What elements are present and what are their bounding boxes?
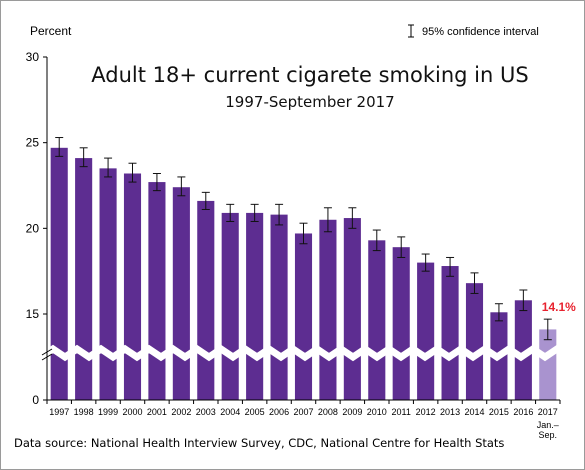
axes-group	[41, 24, 561, 404]
bar-2011	[392, 247, 410, 400]
bar-2001	[148, 182, 166, 400]
x-tick-label-1998: 1998	[74, 407, 94, 417]
bars-group	[50, 147, 557, 400]
x-tick-label-1999: 1999	[98, 407, 118, 417]
x-tick-label-2007: 2007	[293, 407, 313, 417]
x-tick-label-2017: 2017	[538, 407, 558, 417]
y-tick-label-25: 25	[26, 136, 40, 150]
y-tick-label-0: 0	[32, 393, 39, 407]
bar-2013	[441, 266, 459, 400]
bar-2004	[221, 212, 239, 400]
x-tick-sublabel-2017-1: Sep.	[539, 430, 558, 440]
annotation-2017: 14.1%	[542, 300, 576, 314]
bar-2000	[123, 173, 142, 400]
x-tick-label-2004: 2004	[220, 407, 240, 417]
text-group: 0 15 20 25 30 1997 1998 1999 2000 2001 2002 2003 200…	[14, 24, 576, 450]
bar-2017	[539, 329, 557, 400]
bar-2012	[417, 262, 435, 400]
y-tick-label-15: 15	[26, 307, 40, 321]
axis-break-group	[45, 344, 565, 362]
bar-2009	[343, 218, 361, 400]
bar-1999	[99, 168, 117, 400]
x-tick-label-2008: 2008	[318, 407, 338, 417]
bar-2005	[246, 212, 264, 400]
axis-break-line	[46, 347, 564, 359]
legend-label: 95% confidence interval	[422, 26, 539, 38]
x-tick-label-2015: 2015	[489, 407, 509, 417]
x-tick-label-2010: 2010	[367, 407, 387, 417]
bar-2014	[465, 283, 484, 400]
x-tick-label-2001: 2001	[147, 407, 167, 417]
bar-2016	[514, 300, 532, 400]
x-tick-label-2011: 2011	[392, 407, 411, 417]
x-tick-label-2000: 2000	[122, 407, 142, 417]
x-tick-label-2013: 2013	[440, 407, 460, 417]
y-tick-label-20: 20	[26, 221, 40, 235]
error-bars-group	[55, 137, 552, 341]
x-tick-label-2005: 2005	[245, 407, 265, 417]
bar-2008	[319, 219, 337, 400]
data-source: Data source: National Health Interview S…	[14, 436, 504, 450]
x-tick-label-2002: 2002	[171, 407, 191, 417]
bar-2006	[270, 214, 288, 400]
chart-title: Adult 18+ current cigarete smoking in US	[91, 63, 528, 87]
bar-1998	[75, 158, 93, 400]
bar-2002	[172, 187, 190, 400]
y-tick-label-30: 30	[26, 50, 40, 64]
x-tick-label-2012: 2012	[416, 407, 436, 417]
bar-2003	[197, 200, 215, 400]
chart-subtitle: 1997-September 2017	[225, 93, 394, 111]
x-tick-label-2003: 2003	[196, 407, 216, 417]
bar-2007	[294, 233, 313, 400]
y-axis-label: Percent	[30, 24, 72, 38]
bar-1997	[50, 147, 68, 400]
x-tick-label-1997: 1997	[49, 407, 69, 417]
x-tick-label-2016: 2016	[513, 407, 533, 417]
y-axis-break-mark-2	[41, 353, 53, 361]
bar-2010	[368, 240, 386, 400]
x-tick-sublabel-2017-0: Jan.–	[537, 420, 559, 430]
x-tick-label-2009: 2009	[342, 407, 362, 417]
y-axis-break-mark-1	[41, 348, 53, 356]
x-tick-label-2014: 2014	[464, 407, 484, 417]
x-tick-label-2006: 2006	[269, 407, 289, 417]
